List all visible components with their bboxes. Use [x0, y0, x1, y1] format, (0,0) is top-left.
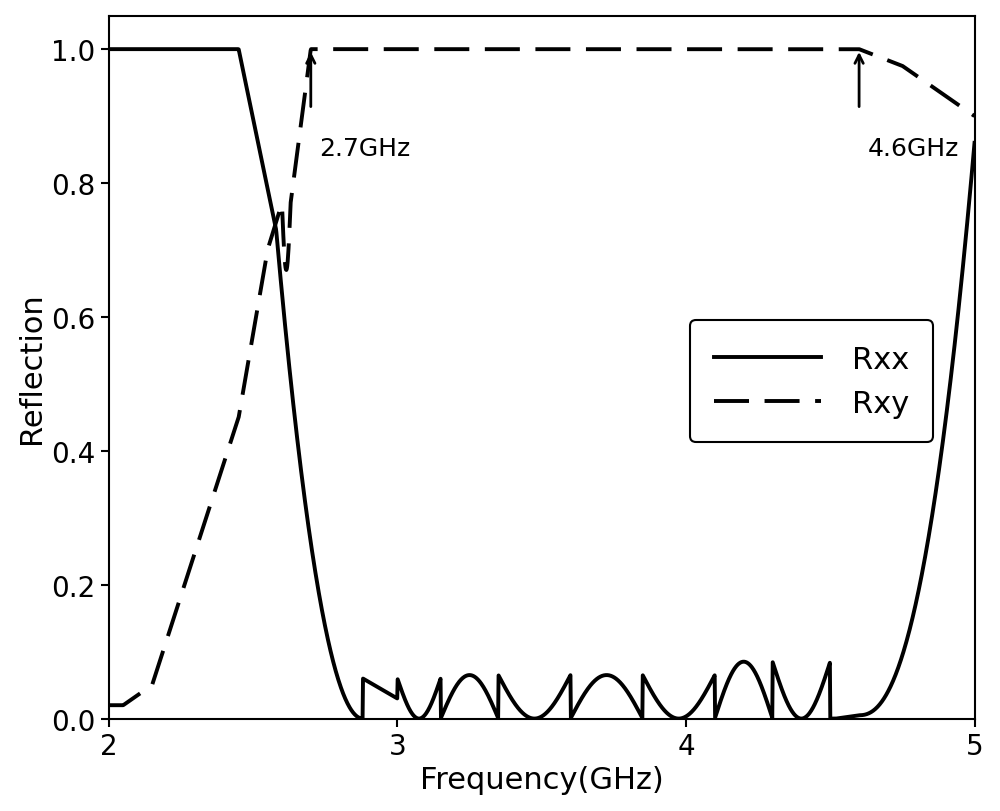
Rxx	[524, 713, 536, 723]
Rxy	[305, 45, 317, 55]
Rxx	[943, 385, 955, 395]
Rxy	[943, 95, 955, 105]
Rxx	[147, 45, 159, 55]
Rxx	[103, 45, 115, 55]
Rxy	[944, 95, 956, 105]
Rxx	[944, 382, 956, 392]
X-axis label: Frequency(GHz): Frequency(GHz)	[420, 766, 664, 794]
Rxx	[969, 139, 981, 148]
Line: Rxx: Rxx	[109, 50, 975, 719]
Rxy	[103, 701, 115, 710]
Line: Rxy: Rxy	[109, 50, 975, 706]
Rxy	[501, 45, 513, 55]
Rxx	[784, 704, 796, 714]
Rxy	[785, 45, 797, 55]
Y-axis label: Reflection: Reflection	[17, 292, 46, 444]
Text: 2.7GHz: 2.7GHz	[319, 137, 411, 161]
Rxy	[147, 678, 159, 688]
Legend: Rxx, Rxy: Rxx, Rxy	[690, 320, 933, 443]
Rxy	[969, 112, 981, 122]
Rxy	[524, 45, 536, 55]
Rxx	[501, 686, 513, 696]
Rxx	[824, 714, 836, 723]
Text: 4.6GHz: 4.6GHz	[868, 137, 959, 161]
